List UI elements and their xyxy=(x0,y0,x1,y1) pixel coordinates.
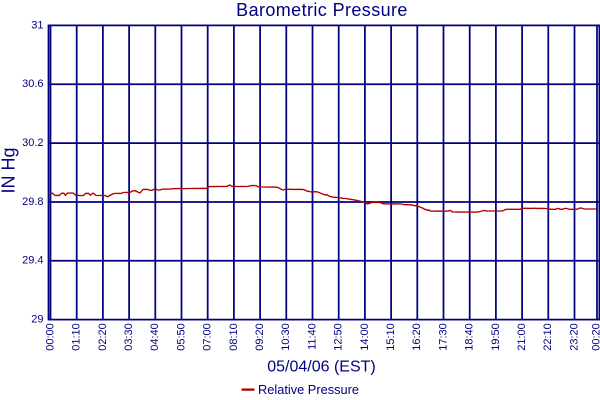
svg-text:12:50: 12:50 xyxy=(333,323,345,351)
svg-text:04:40: 04:40 xyxy=(149,323,161,351)
svg-text:15:10: 15:10 xyxy=(385,323,397,351)
svg-text:18:40: 18:40 xyxy=(464,323,476,351)
svg-text:29.4: 29.4 xyxy=(22,255,43,267)
svg-text:03:30: 03:30 xyxy=(123,323,135,351)
svg-text:Barometric Pressure: Barometric Pressure xyxy=(236,0,408,20)
svg-text:31: 31 xyxy=(31,19,43,31)
svg-text:09:20: 09:20 xyxy=(254,323,266,351)
svg-text:19:50: 19:50 xyxy=(490,323,502,351)
svg-text:08:10: 08:10 xyxy=(228,323,240,351)
svg-text:Relative Pressure: Relative Pressure xyxy=(258,382,359,397)
svg-text:30.2: 30.2 xyxy=(22,137,43,149)
svg-text:22:10: 22:10 xyxy=(542,323,554,351)
svg-text:02:20: 02:20 xyxy=(97,323,109,351)
svg-text:05:50: 05:50 xyxy=(175,323,187,351)
svg-text:IN Hg: IN Hg xyxy=(0,147,19,193)
svg-text:17:30: 17:30 xyxy=(437,323,449,351)
svg-text:21:00: 21:00 xyxy=(516,323,528,351)
svg-text:05/04/06 (EST): 05/04/06 (EST) xyxy=(267,359,376,376)
svg-text:00:20: 00:20 xyxy=(590,323,600,351)
svg-text:10:30: 10:30 xyxy=(280,323,292,351)
svg-text:14:00: 14:00 xyxy=(359,323,371,351)
svg-text:23:20: 23:20 xyxy=(568,323,580,351)
svg-text:07:00: 07:00 xyxy=(202,323,214,351)
svg-text:00:00: 00:00 xyxy=(44,323,56,351)
svg-text:16:20: 16:20 xyxy=(411,323,423,351)
svg-text:29: 29 xyxy=(31,314,43,326)
svg-text:29.8: 29.8 xyxy=(22,196,43,208)
svg-text:11:40: 11:40 xyxy=(306,323,318,350)
svg-text:30.6: 30.6 xyxy=(22,78,43,90)
svg-text:01:10: 01:10 xyxy=(71,323,83,351)
